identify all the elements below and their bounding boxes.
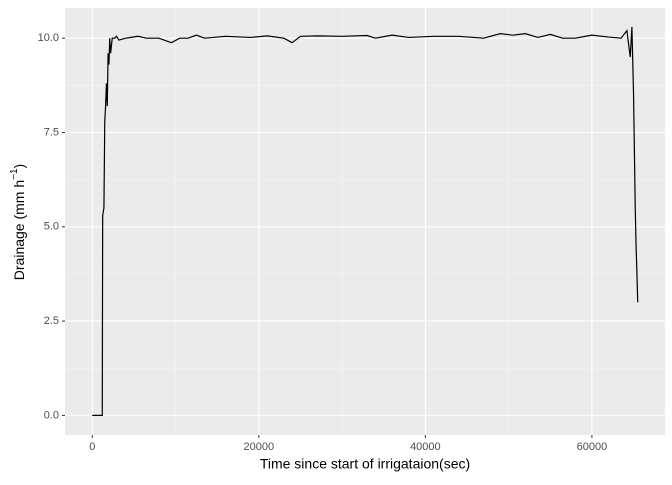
x-tick-label: 0 (89, 441, 95, 453)
y-title-text: Drainage (mm h (11, 180, 27, 280)
y-title-sup: −1 (9, 168, 20, 180)
x-tick-label: 40000 (410, 441, 441, 453)
y-tick-label: 10.0 (38, 32, 59, 44)
y-title-end: ) (11, 164, 27, 169)
y-axis-title: Drainage (mm h−1) (9, 164, 27, 280)
x-axis-title: Time since start of irrigataion(sec) (260, 456, 470, 472)
y-tick-label: 7.5 (44, 126, 59, 138)
x-tick-label: 60000 (577, 441, 608, 453)
panel (65, 8, 665, 435)
x-tick-label: 20000 (244, 441, 275, 453)
line (92, 26, 639, 416)
y-tick-label: 0.0 (44, 409, 59, 421)
y-tick-label: 5.0 (44, 221, 59, 233)
y-tick-label: 2.5 (44, 315, 59, 327)
